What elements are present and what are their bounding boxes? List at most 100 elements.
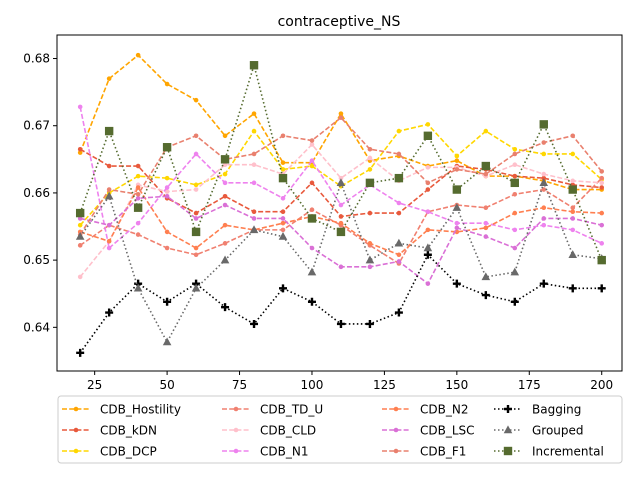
- legend-label: CDB_kDN: [100, 424, 157, 438]
- data-point: [135, 173, 141, 179]
- data-point: [77, 243, 83, 248]
- data-point: [483, 171, 489, 177]
- legend-label: CDB_F1: [420, 445, 466, 459]
- data-point: [307, 214, 317, 223]
- data-point: [251, 128, 257, 134]
- data-point: [512, 146, 518, 152]
- data-point: [193, 151, 199, 157]
- legend-label: CDB_DCP: [100, 445, 157, 459]
- data-point: [278, 232, 288, 240]
- data-point: [512, 245, 518, 251]
- data-point: [193, 216, 199, 221]
- data-point: [568, 284, 577, 293]
- data-point: [164, 189, 170, 194]
- legend-entry: Bagging: [494, 403, 581, 417]
- data-point: [77, 216, 83, 221]
- data-point: [222, 222, 228, 228]
- data-point: [510, 178, 519, 188]
- x-tick-label: 200: [590, 378, 613, 392]
- data-point: [307, 297, 316, 306]
- data-point: [162, 337, 172, 346]
- data-point: [454, 220, 460, 226]
- legend-label: CDB_CLD: [260, 424, 316, 438]
- data-point: [76, 348, 85, 357]
- legend-entry: CDB_N1: [222, 445, 308, 459]
- data-point: [106, 187, 112, 192]
- data-point: [541, 216, 547, 221]
- data-point: [220, 155, 230, 164]
- data-point: [599, 169, 605, 174]
- data-point: [568, 250, 578, 258]
- y-tick-label: 0.68: [23, 52, 50, 66]
- data-point: [104, 191, 114, 200]
- data-point: [106, 163, 112, 169]
- legend-marker: [393, 406, 399, 412]
- data-point: [222, 193, 228, 199]
- data-point: [309, 142, 315, 147]
- data-point: [483, 128, 489, 134]
- data-point: [164, 81, 170, 87]
- data-point: [394, 308, 403, 317]
- data-point: [309, 245, 315, 251]
- data-point: [133, 203, 143, 212]
- data-point: [454, 167, 460, 172]
- legend-label: CDB_LSC: [420, 424, 475, 438]
- data-point: [394, 173, 404, 183]
- data-point: [280, 160, 286, 165]
- legend-marker: [393, 427, 399, 433]
- data-point: [425, 187, 431, 192]
- data-point: [250, 319, 259, 328]
- data-point: [309, 138, 315, 143]
- data-point: [163, 297, 172, 306]
- data-point: [338, 111, 344, 116]
- data-point: [193, 133, 199, 139]
- data-point: [280, 216, 286, 221]
- data-point: [278, 173, 288, 183]
- data-point: [396, 252, 402, 258]
- data-point: [396, 151, 402, 157]
- data-point: [336, 178, 346, 187]
- data-point: [423, 243, 433, 252]
- data-point: [481, 272, 491, 281]
- data-point: [512, 191, 518, 197]
- x-tick-label: 75: [232, 378, 247, 392]
- data-point: [133, 283, 143, 292]
- y-tick-label: 0.65: [23, 253, 50, 267]
- data-point: [599, 185, 605, 190]
- data-point: [106, 222, 112, 228]
- data-point: [570, 216, 576, 221]
- legend-marker: [503, 425, 513, 434]
- data-point: [135, 52, 141, 58]
- legend-label: Incremental: [532, 445, 604, 459]
- data-point: [279, 284, 287, 293]
- x-tick-label: 175: [518, 378, 541, 392]
- data-point: [77, 104, 83, 110]
- data-point: [338, 220, 344, 226]
- legend-entry: Incremental: [494, 445, 604, 459]
- legend-label: Bagging: [532, 403, 581, 417]
- data-point: [105, 308, 114, 317]
- data-point: [396, 259, 402, 264]
- data-point: [570, 205, 576, 211]
- legend-entry: CDB_kDN: [62, 424, 157, 438]
- data-point: [541, 151, 547, 157]
- x-tick-label: 50: [159, 378, 174, 392]
- data-point: [452, 203, 462, 211]
- data-point: [251, 111, 257, 116]
- data-point: [309, 207, 315, 213]
- legend-entry: CDB_N2: [382, 403, 468, 417]
- data-point: [164, 245, 170, 251]
- legend-entry: CDB_Hostility: [62, 403, 181, 417]
- data-point: [452, 185, 462, 194]
- data-point: [394, 238, 404, 247]
- data-point: [221, 303, 230, 312]
- series-cdb-td-u: [77, 175, 605, 266]
- chart-title: contraceptive_NS: [278, 14, 401, 30]
- data-point: [222, 202, 228, 208]
- data-point: [135, 185, 141, 190]
- y-tick-label: 0.64: [23, 320, 50, 334]
- data-point: [599, 175, 605, 181]
- data-point: [367, 210, 373, 216]
- data-point: [280, 227, 286, 233]
- data-point: [135, 191, 141, 197]
